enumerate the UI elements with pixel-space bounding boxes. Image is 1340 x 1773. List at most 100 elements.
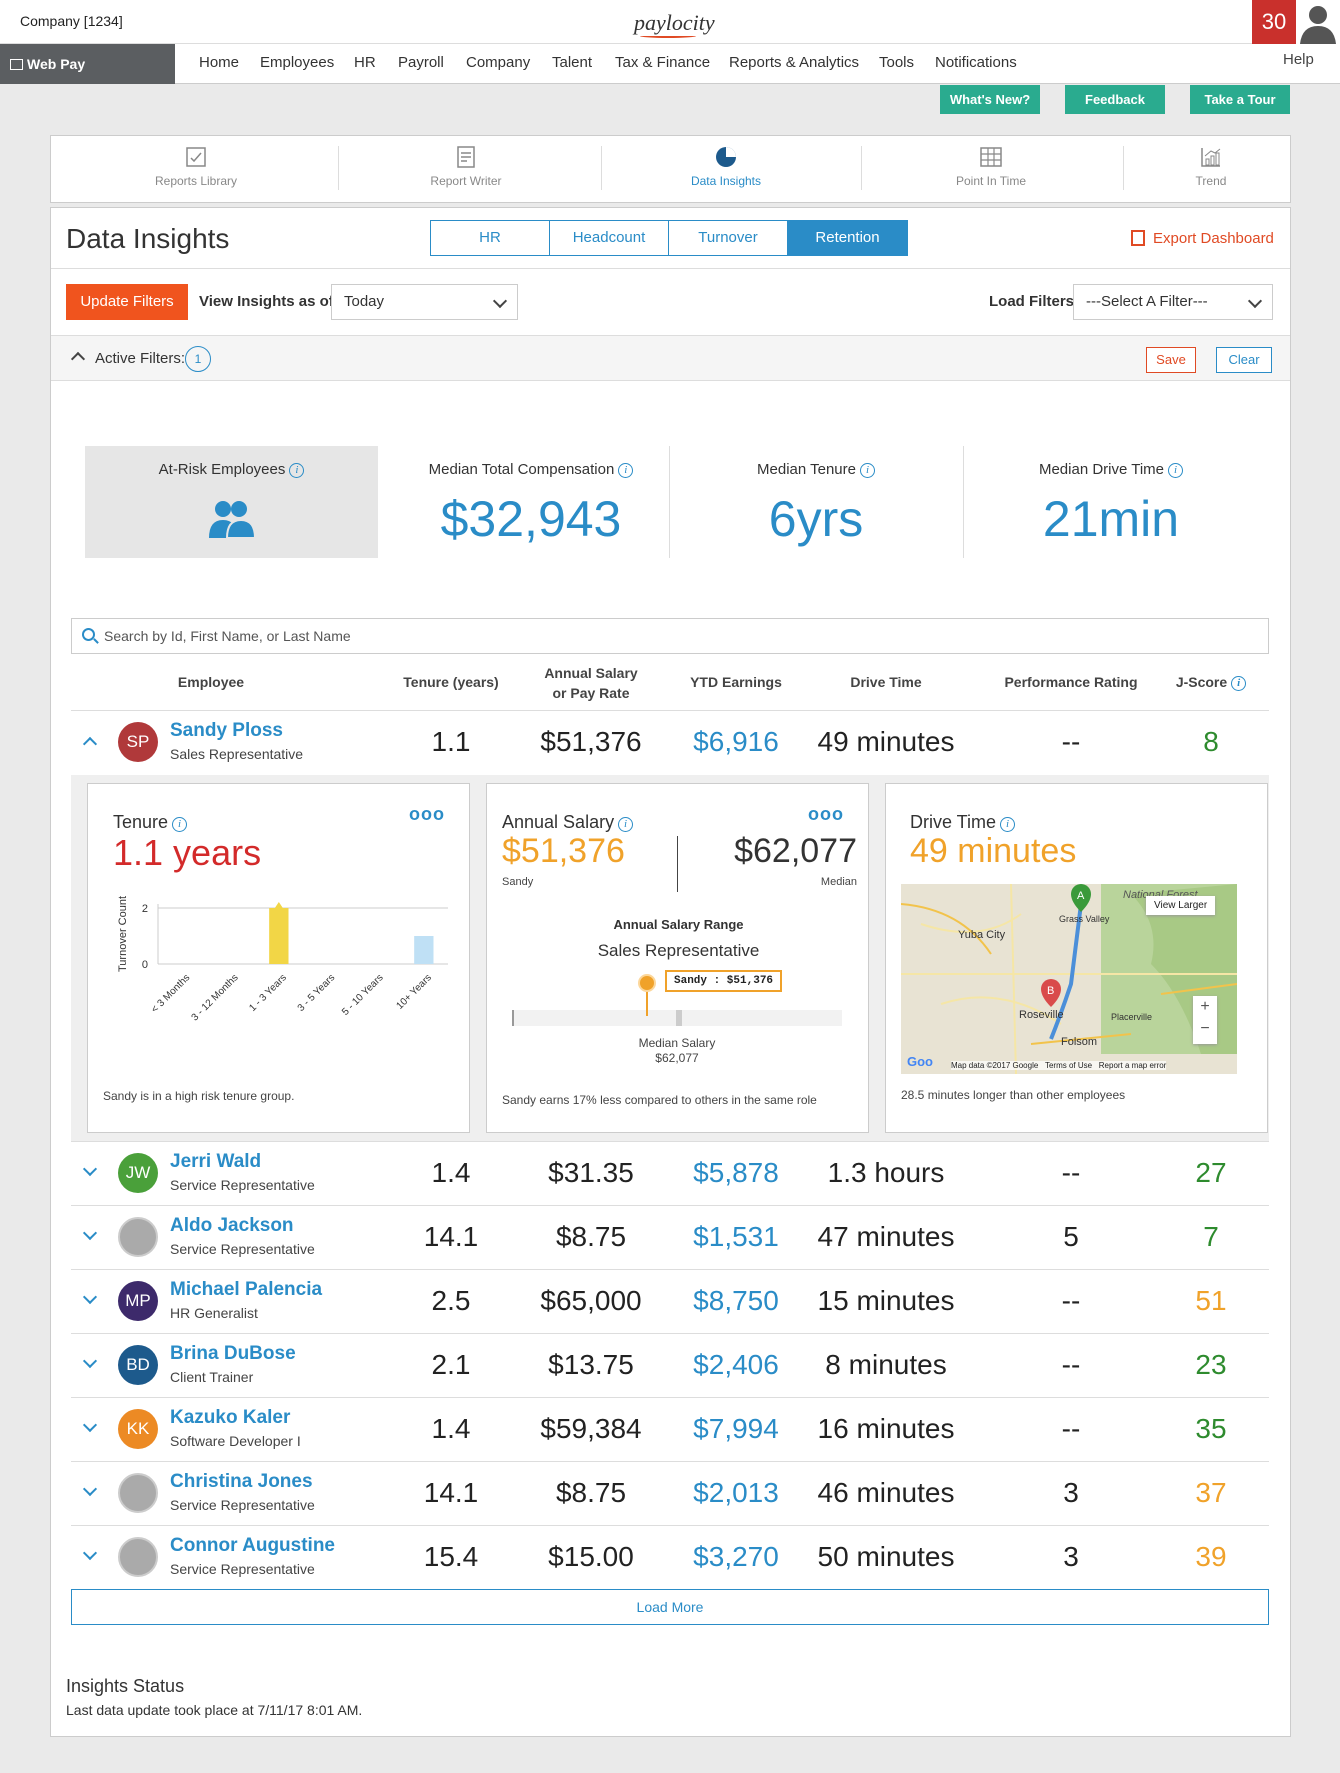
table-row[interactable]: SP Sandy Ploss Sales Representative 1.1 $51,…	[71, 710, 1269, 774]
active-filters-count[interactable]: 1	[185, 346, 211, 372]
employee-name[interactable]: Kazuko Kaler	[170, 1407, 291, 1428]
export-dashboard-button[interactable]: Export Dashboard	[1131, 230, 1274, 247]
ytd-earnings-cell: $2,013	[693, 1477, 779, 1508]
chevron-up-icon[interactable]	[70, 351, 86, 367]
info-icon[interactable]: i	[289, 463, 305, 478]
segment-hr[interactable]: HR	[430, 220, 550, 256]
employee-marker[interactable]	[638, 974, 656, 992]
table-row[interactable]: Aldo Jackson Service Representative 14.1 $8…	[71, 1205, 1269, 1269]
employee-name[interactable]: Jerri Wald	[170, 1151, 262, 1172]
notification-count-badge[interactable]: 30	[1252, 0, 1296, 44]
web-pay-app[interactable]: Web Pay	[0, 44, 175, 84]
at-risk-employees-card[interactable]: At-Risk Employees i	[85, 446, 378, 558]
chevron-down-icon[interactable]	[82, 1481, 98, 1497]
segment-headcount[interactable]: Headcount	[549, 220, 669, 256]
chevron-down-icon[interactable]	[82, 1545, 98, 1561]
segment-turnover[interactable]: Turnover	[668, 220, 788, 256]
map-zoom-controls[interactable]: + −	[1193, 996, 1217, 1044]
nav-talent[interactable]: Talent	[552, 54, 593, 71]
paylocity-logo[interactable]: paylocity	[634, 10, 715, 35]
info-icon[interactable]: i	[1231, 676, 1247, 691]
table-row[interactable]: KK Kazuko Kaler Software Developer I 1.4 $59…	[71, 1397, 1269, 1461]
table-row[interactable]: JW Jerri Wald Service Representative 1.4 $31…	[71, 1141, 1269, 1205]
employee-name[interactable]: Christina Jones	[170, 1471, 313, 1492]
nav-reports-analytics[interactable]: Reports & Analytics	[729, 54, 860, 71]
employee-name[interactable]: Michael Palencia	[170, 1279, 323, 1300]
tab-report-writer[interactable]: Report Writer	[361, 136, 571, 204]
col-annual-salary[interactable]: Annual Salary or Pay Rate	[544, 665, 638, 701]
table-row[interactable]: Connor Augustine Service Representative 15…	[71, 1525, 1269, 1589]
nav-home[interactable]: Home	[199, 54, 240, 71]
tab-data-insights[interactable]: Data Insights	[621, 136, 831, 204]
kpi-label: At-Risk Employees i	[85, 461, 378, 478]
chevron-down-icon[interactable]	[82, 1161, 98, 1177]
nav-employees[interactable]: Employees	[260, 54, 335, 71]
col-j-score[interactable]: J-Score i	[1156, 674, 1266, 691]
chevron-down-icon[interactable]	[82, 1417, 98, 1433]
col-drive-time[interactable]: Drive Time	[850, 674, 922, 690]
chevron-down-icon[interactable]	[82, 1225, 98, 1241]
salary-tooltip: Sandy : $51,376	[665, 970, 783, 992]
nav-tax-finance[interactable]: Tax & Finance	[615, 54, 711, 71]
tab-reports-library[interactable]: Reports Library	[91, 136, 301, 204]
clear-filters-button[interactable]: Clear	[1216, 347, 1272, 373]
user-avatar[interactable]	[1296, 0, 1340, 44]
employee-name[interactable]: Connor Augustine	[170, 1535, 335, 1556]
tab-point-in-time[interactable]: Point In Time	[886, 136, 1096, 204]
segment-retention[interactable]: Retention	[787, 220, 908, 256]
company-name[interactable]: Company [1234]	[20, 13, 123, 29]
employee-name[interactable]: Brina DuBose	[170, 1343, 296, 1364]
nav-payroll[interactable]: Payroll	[398, 54, 444, 71]
drive-time-cell: 50 minutes	[817, 1541, 955, 1572]
nav-company[interactable]: Company	[466, 54, 531, 71]
median-compensation-value: $32,943	[440, 491, 622, 547]
col-employee[interactable]: Employee	[177, 674, 245, 690]
table-row[interactable]: Christina Jones Service Representative 14.…	[71, 1461, 1269, 1525]
take-a-tour-button[interactable]: Take a Tour	[1190, 85, 1290, 114]
col-performance-rating[interactable]: Performance Rating	[1004, 674, 1138, 690]
view-larger-button[interactable]: View Larger	[1146, 896, 1216, 915]
nav-hr[interactable]: HR	[354, 54, 376, 71]
chevron-up-icon[interactable]	[82, 736, 98, 752]
card-title: Drive Time i	[910, 812, 1016, 833]
col-ytd-earnings[interactable]: YTD Earnings	[690, 674, 782, 690]
drive-map[interactable]: A B Yuba City Grass Valley Roseville Pla…	[901, 884, 1237, 1074]
annual-salary-card: ooo Annual Salary i $51,376 Sandy $62,077…	[486, 783, 869, 1133]
zoom-out-icon[interactable]: −	[1200, 1020, 1210, 1037]
info-icon[interactable]: i	[618, 463, 634, 478]
tab-label: Data Insights	[690, 174, 762, 188]
nav-tools[interactable]: Tools	[879, 54, 915, 71]
employee-search[interactable]: Search by Id, First Name, or Last Name	[71, 618, 1269, 654]
info-icon[interactable]: i	[618, 817, 634, 832]
chevron-down-icon[interactable]	[82, 1353, 98, 1369]
info-icon[interactable]: i	[1168, 463, 1184, 478]
search-input[interactable]: Search by Id, First Name, or Last Name	[104, 628, 351, 644]
feedback-button[interactable]: Feedback	[1065, 85, 1165, 114]
active-filters-label[interactable]: Active Filters:	[95, 350, 186, 367]
info-icon[interactable]: i	[859, 463, 875, 478]
view-as-select[interactable]: Today	[331, 284, 518, 320]
update-filters-button[interactable]: Update Filters	[66, 284, 188, 320]
employee-name[interactable]: Aldo Jackson	[170, 1215, 294, 1236]
chevron-down-icon[interactable]	[82, 1289, 98, 1305]
info-icon[interactable]: i	[172, 817, 188, 832]
col-tenure[interactable]: Tenure (years)	[403, 674, 499, 690]
map-report-link[interactable]: Report a map error	[1098, 1061, 1167, 1070]
table-row[interactable]: MP Michael Palencia HR Generalist 2.5 $65,00…	[71, 1269, 1269, 1333]
whats-new-button[interactable]: What's New?	[940, 85, 1040, 114]
save-filters-button[interactable]: Save	[1146, 347, 1196, 373]
info-icon[interactable]: i	[1000, 817, 1016, 832]
zoom-in-icon[interactable]: +	[1200, 998, 1210, 1015]
load-more-button[interactable]: Load More	[71, 1589, 1269, 1625]
employee-name[interactable]: Sandy Ploss	[170, 720, 283, 741]
load-filter-select[interactable]: ---Select A Filter---	[1073, 284, 1273, 320]
more-icon[interactable]: ooo	[808, 804, 844, 824]
j-score-cell: 51	[1195, 1285, 1227, 1316]
nav-notifications[interactable]: Notifications	[935, 54, 1017, 71]
table-row[interactable]: BD Brina DuBose Client Trainer 2.1 $13.75 $2,…	[71, 1333, 1269, 1397]
tab-trend[interactable]: Trend	[1151, 136, 1271, 204]
more-icon[interactable]: ooo	[409, 804, 445, 824]
map-terms-link[interactable]: Terms of Use	[1044, 1061, 1093, 1070]
help-link[interactable]: Help	[1283, 51, 1314, 68]
